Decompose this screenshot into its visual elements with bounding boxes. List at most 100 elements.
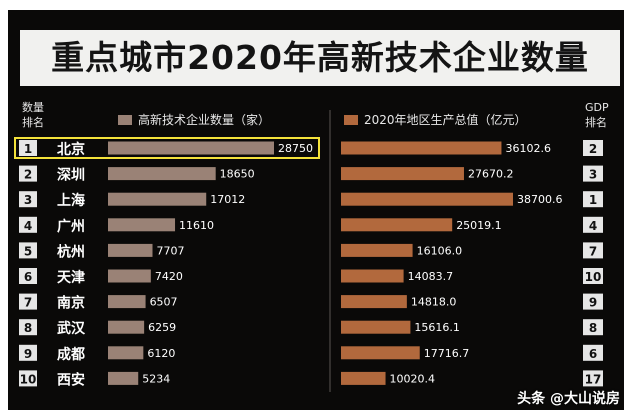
enterprise-value-label: 6259 [148,321,176,334]
gdp-rank-box [583,242,603,259]
gdp-bar [341,141,502,155]
enterprise-bar [108,192,207,206]
gdp-value-label: 17716.7 [424,347,470,360]
enterprise-bar [108,295,146,309]
gdp-bar [341,371,386,385]
gdp-bar [341,218,453,232]
count-rank-label: 7 [24,296,32,310]
count-rank-label: 8 [24,321,32,335]
enterprise-value-label: 17012 [210,193,245,206]
count-rank-label: 5 [24,244,32,258]
gdp-rank-label: 2 [589,142,597,156]
gdp-rank-label: 6 [589,347,597,361]
enterprise-bar [108,371,139,385]
count-rank-label: 6 [24,270,32,284]
enterprise-bar [108,269,151,283]
enterprise-bar [108,346,144,360]
gdp-rank-box [583,293,603,310]
enterprise-value-label: 6120 [147,347,175,360]
count-rank-label: 1 [24,142,32,156]
count-rank-box [19,140,37,156]
enterprise-value-label: 18650 [220,168,255,181]
enterprise-value-label: 7420 [155,270,183,283]
gdp-rank-label: 4 [589,219,597,233]
enterprise-value-label: 11610 [179,219,214,232]
gdp-rank-label: 10 [585,270,602,284]
gdp-rank-label: 8 [589,321,597,335]
legend-label-enterprise: 高新技术企业数量（家） [138,113,271,127]
city-label: 北京 [57,141,85,158]
count-rank-box [19,293,37,310]
count-rank-box [19,216,37,233]
gdp-rank-label: 17 [585,372,602,386]
enterprise-bar [108,243,153,257]
gdp-value-label: 16106.0 [417,244,463,257]
count-rank-header-line2: 排名 [22,116,44,129]
watermark: 头条 @大山说房 [517,391,620,407]
enterprise-bar [108,320,145,334]
count-rank-box [19,268,37,284]
enterprise-bar [108,167,216,181]
gdp-value-label: 36102.6 [505,142,550,155]
gdp-bar [341,346,420,360]
gdp-rank-box [583,140,603,156]
legend-swatch-gdp [344,115,358,125]
gdp-rank-box [583,165,603,182]
gdp-rank-box [583,268,603,284]
city-label: 杭州 [57,243,85,260]
city-label: 深圳 [57,167,85,184]
city-label: 南京 [57,295,85,312]
gdp-rank-label: 7 [589,244,597,258]
city-label: 成都 [57,346,85,363]
legend-label-gdp: 2020年地区生产总值（亿元） [364,113,527,127]
gdp-rank-box [583,191,603,208]
gdp-rank-label: 9 [589,296,597,310]
city-label: 广州 [57,218,85,235]
count-rank-box [19,344,37,361]
gdp-rank-box [583,319,603,336]
gdp-bar [341,243,413,257]
gdp-bar [341,295,407,309]
count-rank-box [19,165,37,182]
enterprise-value-label: 7707 [156,244,184,257]
gdp-value-label: 25019.1 [456,219,502,232]
count-rank-label: 3 [24,193,32,207]
count-rank-label: 10 [20,372,37,386]
chart-title: 重点城市2020年高新技术企业数量 [20,30,620,86]
gdp-value-label: 10020.4 [390,372,436,385]
gdp-rank-box [583,370,603,387]
enterprise-bar [108,218,176,232]
gdp-value-label: 14083.7 [408,270,454,283]
city-label: 上海 [57,192,85,209]
count-rank-label: 4 [24,219,32,233]
gdp-bar [341,192,513,206]
gdp-bar [341,167,464,181]
count-rank-box [19,319,37,336]
gdp-rank-box [583,344,603,361]
city-label: 西安 [57,371,85,388]
enterprise-bar [108,141,274,155]
gdp-value-label: 27670.2 [468,168,514,181]
gdp-value-label: 15616.1 [414,321,460,334]
enterprise-value-label: 28750 [278,142,313,155]
gdp-bar [341,320,411,334]
gdp-bar [341,269,404,283]
count-rank-box [19,191,37,208]
enterprise-value-label: 5234 [142,372,170,385]
city-label: 天津 [57,269,85,286]
gdp-rank-label: 3 [589,168,597,182]
legend-swatch-enterprise [118,115,132,125]
beijing-highlight-frame [14,137,320,159]
gdp-value-label: 14818.0 [411,296,457,309]
city-label: 武汉 [57,320,86,337]
enterprise-value-label: 6507 [150,296,178,309]
count-rank-label: 2 [24,168,32,182]
count-rank-label: 9 [24,347,32,361]
count-rank-box [19,370,37,387]
gdp-rank-box [583,216,603,233]
count-rank-box [19,242,37,259]
count-rank-header-line1: 数量 [22,101,44,114]
gdp-rank-header-line1: GDP [585,101,609,114]
gdp-rank-label: 1 [589,193,597,207]
